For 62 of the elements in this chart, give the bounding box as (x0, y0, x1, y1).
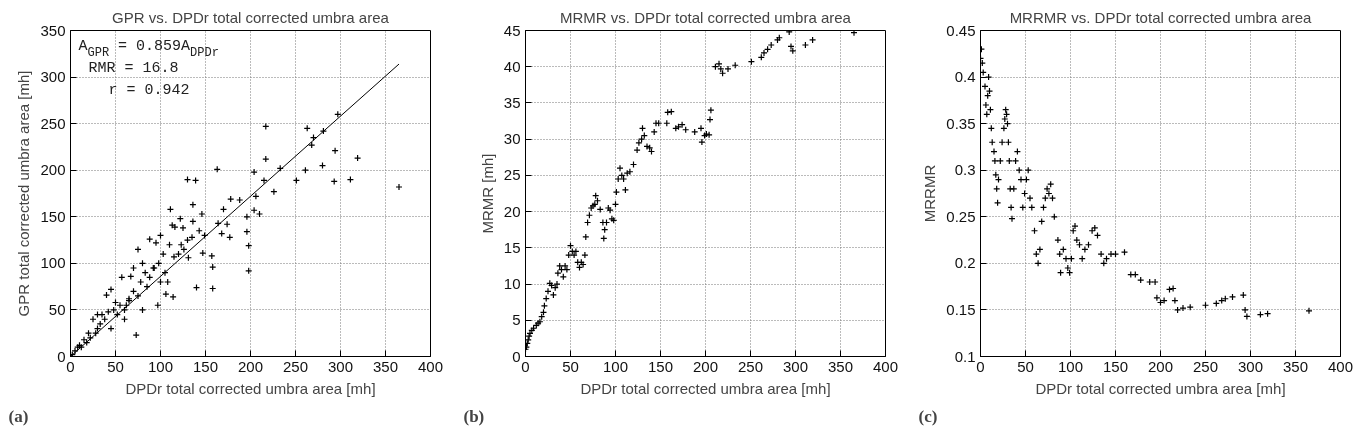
y-tick-label: 40 (503, 57, 521, 75)
text: (a) (8, 406, 29, 426)
y-tick-label: 350 (40, 21, 66, 39)
x-tick-label: 200 (692, 357, 719, 375)
x-tick-label: 350 (1282, 357, 1309, 375)
x-tick-label: 200 (237, 357, 264, 375)
x-tick-label: 350 (827, 357, 854, 375)
annotation: RMR = 16.8 (88, 59, 179, 77)
y-tick-label: 45 (503, 21, 521, 39)
x-tick-label: 150 (647, 357, 674, 375)
x-tick-label: 400 (872, 357, 899, 375)
y-tick-label: 0.1 (954, 347, 976, 365)
y-tick-label: 50 (48, 300, 66, 318)
chart-title: GPR vs. DPDr total corrected umbra area (112, 8, 390, 26)
x-tick-label: 250 (737, 357, 764, 375)
x-tick-label: 100 (1057, 357, 1084, 375)
x-tick-label: 50 (107, 357, 124, 375)
x-axis-title: DPDr total corrected umbra area [mh] (1035, 379, 1286, 397)
y-tick-label: 0.25 (946, 207, 976, 225)
y-tick-label: 0.4 (954, 68, 976, 86)
x-axis-title: DPDr total corrected umbra area [mh] (125, 379, 376, 397)
x-tick-label: 250 (282, 357, 309, 375)
x-tick-label: 50 (1017, 357, 1034, 375)
x-tick-label: 150 (192, 357, 219, 375)
x-tick-label: 150 (1102, 357, 1129, 375)
y-axis-title: MRMR [mh] (478, 153, 496, 234)
x-tick-label: 300 (1237, 357, 1264, 375)
y-tick-label: 35 (503, 93, 521, 111)
x-axis-title: DPDr total corrected umbra area [mh] (580, 379, 831, 397)
x-tick-label: 250 (1192, 357, 1219, 375)
text: (c) (918, 406, 938, 426)
y-tick-label: 150 (40, 207, 66, 225)
x-tick-label: 300 (782, 357, 809, 375)
y-tick-label: 0.35 (946, 114, 976, 132)
x-tick-label: 200 (1147, 357, 1174, 375)
y-axis-title: MRRMR (921, 164, 939, 223)
x-tick-label: 300 (327, 357, 354, 375)
y-tick-label: 30 (503, 130, 521, 148)
y-tick-label: 10 (503, 275, 521, 293)
y-tick-label: 0.3 (954, 161, 976, 179)
y-tick-label: 15 (503, 238, 521, 256)
y-axis-title: GPR total corrected umbra area [mh] (15, 70, 33, 317)
y-tick-label: 0.15 (946, 300, 976, 318)
x-tick-label: 100 (147, 357, 174, 375)
x-tick-label: 350 (372, 357, 399, 375)
y-tick-label: 0.2 (954, 254, 976, 272)
y-tick-label: 200 (40, 161, 66, 179)
x-tick-label: 50 (562, 357, 579, 375)
y-tick-label: 250 (40, 114, 66, 132)
y-tick-label: 20 (503, 202, 521, 220)
y-tick-label: 300 (40, 68, 66, 86)
x-tick-label: 400 (1327, 357, 1354, 375)
y-tick-label: 25 (503, 166, 521, 184)
chart-title: MRRMR vs. DPDr total corrected umbra area (1009, 8, 1313, 26)
text: (b) (463, 406, 485, 426)
y-tick-label: 100 (40, 254, 66, 272)
y-tick-label: 5 (512, 311, 521, 329)
annotation: r = 0.942 (108, 81, 190, 99)
chart-title: MRMR vs. DPDr total corrected umbra area (560, 8, 852, 26)
y-tick-label: 0.45 (946, 21, 976, 39)
x-tick-label: 100 (602, 357, 629, 375)
x-tick-label: 400 (417, 357, 444, 375)
